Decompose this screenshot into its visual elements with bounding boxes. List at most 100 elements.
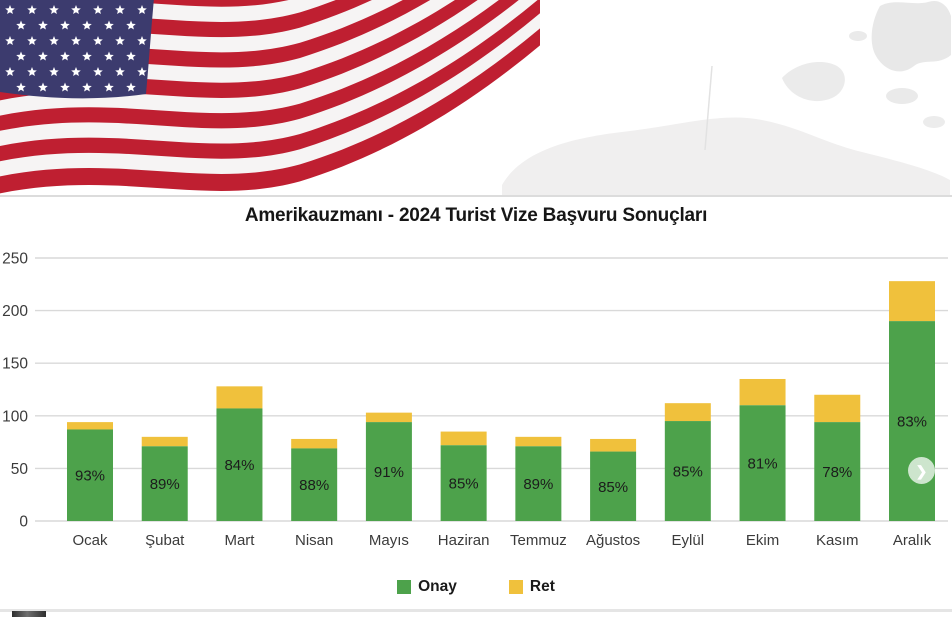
flag-star [71, 5, 81, 14]
world-map-icon [502, 0, 951, 195]
y-axis-tick: 0 [19, 514, 28, 531]
x-axis-label: Mayıs [369, 532, 409, 549]
flag-star [5, 5, 15, 14]
map-island [782, 62, 845, 102]
us-flag-icon [0, 0, 540, 194]
cropped-bottom-thumbnail [12, 611, 46, 617]
flag-star [16, 20, 26, 30]
bar-ret-Mayıs [365, 412, 412, 423]
legend-label-ret: Ret [529, 578, 555, 595]
bar-percentage-label: 85% [598, 479, 628, 496]
y-axis-tick: 200 [2, 303, 28, 320]
flag-star [137, 5, 147, 14]
bottom-divider [0, 609, 952, 612]
bar-percentage-label: 81% [748, 456, 778, 473]
flag-star [93, 67, 103, 76]
x-axis-label: Temmuz [510, 532, 567, 549]
flag-star [126, 51, 136, 61]
y-axis-tick: 100 [2, 408, 28, 425]
bar-percentage-label: 89% [150, 476, 180, 493]
bar-percentage-label: 85% [673, 464, 703, 481]
y-axis-tick: 150 [2, 356, 28, 373]
bar-ret-Haziran [440, 431, 487, 446]
bar-ret-Ağustos [590, 438, 637, 452]
bar-percentage-label: 83% [897, 414, 927, 431]
bar-percentage-label: 93% [75, 468, 105, 485]
x-axis-label: Ekim [746, 532, 779, 549]
x-axis-label: Ağustos [586, 532, 640, 549]
bar-onay-Eylül [664, 421, 711, 521]
bar-ret-Temmuz [515, 436, 562, 447]
legend-label-onay: Onay [418, 578, 457, 595]
flag-stripe [0, 0, 502, 118]
flag-star [5, 67, 15, 76]
flag-star [5, 36, 15, 45]
bar-onay-Ocak [67, 429, 113, 521]
flag-star [93, 5, 103, 14]
flag-star [38, 20, 48, 30]
flag-stripe [0, 0, 540, 163]
flag-canton [0, 0, 154, 99]
x-axis-label: Kasım [816, 532, 859, 549]
legend-item-onay: Onay [397, 578, 457, 596]
flag-star [137, 36, 147, 45]
bar-onay-Kasım [814, 422, 861, 521]
flag-star [60, 51, 70, 61]
bar-onay-Şubat [141, 446, 188, 521]
flag-star [93, 36, 103, 45]
bar-onay-Ekim [739, 405, 786, 521]
flag-star [82, 82, 92, 92]
map-meridian-line [704, 65, 713, 151]
bar-ret-Kasım [814, 394, 861, 423]
flag-star [49, 67, 59, 76]
header-divider [0, 195, 952, 197]
bar-onay-Aralık [889, 321, 935, 521]
flag-stripe [0, 0, 540, 148]
x-axis-label: Eylül [672, 532, 705, 549]
flag-star [71, 67, 81, 76]
chart-title: Amerikauzmanı - 2024 Turist Vize Başvuru… [244, 205, 708, 226]
next-arrow-button[interactable]: ❯ [908, 457, 935, 484]
y-axis-tick: 250 [2, 251, 28, 268]
flag-star [126, 82, 136, 92]
bar-ret-Ocak [67, 422, 113, 430]
visa-results-bar-chart: 0 50 100 150 200 250 93% Ocak 89% Şubat 84% Mart 88%… [2, 251, 948, 549]
flag-star [49, 36, 59, 45]
map-landmass [502, 117, 950, 195]
flag-star [27, 67, 37, 76]
legend-swatch-ret [508, 580, 523, 594]
bar-onay-Nisan [291, 448, 338, 521]
bar-percentage-label: 85% [449, 476, 479, 493]
flag-star [49, 5, 59, 14]
bar-onay-Temmuz [515, 446, 562, 521]
flag-star [82, 20, 92, 30]
map-island [923, 116, 945, 128]
bar-ret-Nisan [291, 438, 338, 449]
flag-star [38, 51, 48, 61]
bar-percentage-label: 89% [523, 476, 553, 493]
bar-ret-Eylül [664, 403, 711, 422]
flag-stripe [0, 13, 540, 179]
flag-star [137, 67, 147, 76]
map-island [886, 88, 918, 104]
flag-star [27, 36, 37, 45]
flag-stripe [0, 0, 521, 133]
flag-star [27, 5, 37, 14]
bar-onay-Haziran [440, 445, 487, 521]
legend-swatch-onay [397, 580, 412, 594]
flag-star [60, 82, 70, 92]
flag-star [82, 51, 92, 61]
map-archipelago [871, 0, 951, 72]
bar-percentage-label: 78% [822, 464, 852, 481]
bar-ret-Aralık [889, 281, 935, 322]
legend-item-ret: Ret [508, 578, 555, 596]
y-axis-tick: 50 [11, 461, 29, 478]
flag-star [60, 20, 70, 30]
bar-percentage-label: 91% [374, 464, 404, 481]
flag-star [71, 36, 81, 45]
flag-star [104, 82, 114, 92]
x-axis-label: Mart [224, 532, 255, 549]
flag-stripe [0, 28, 540, 194]
map-island [849, 31, 867, 41]
bar-percentage-label: 88% [299, 477, 329, 494]
